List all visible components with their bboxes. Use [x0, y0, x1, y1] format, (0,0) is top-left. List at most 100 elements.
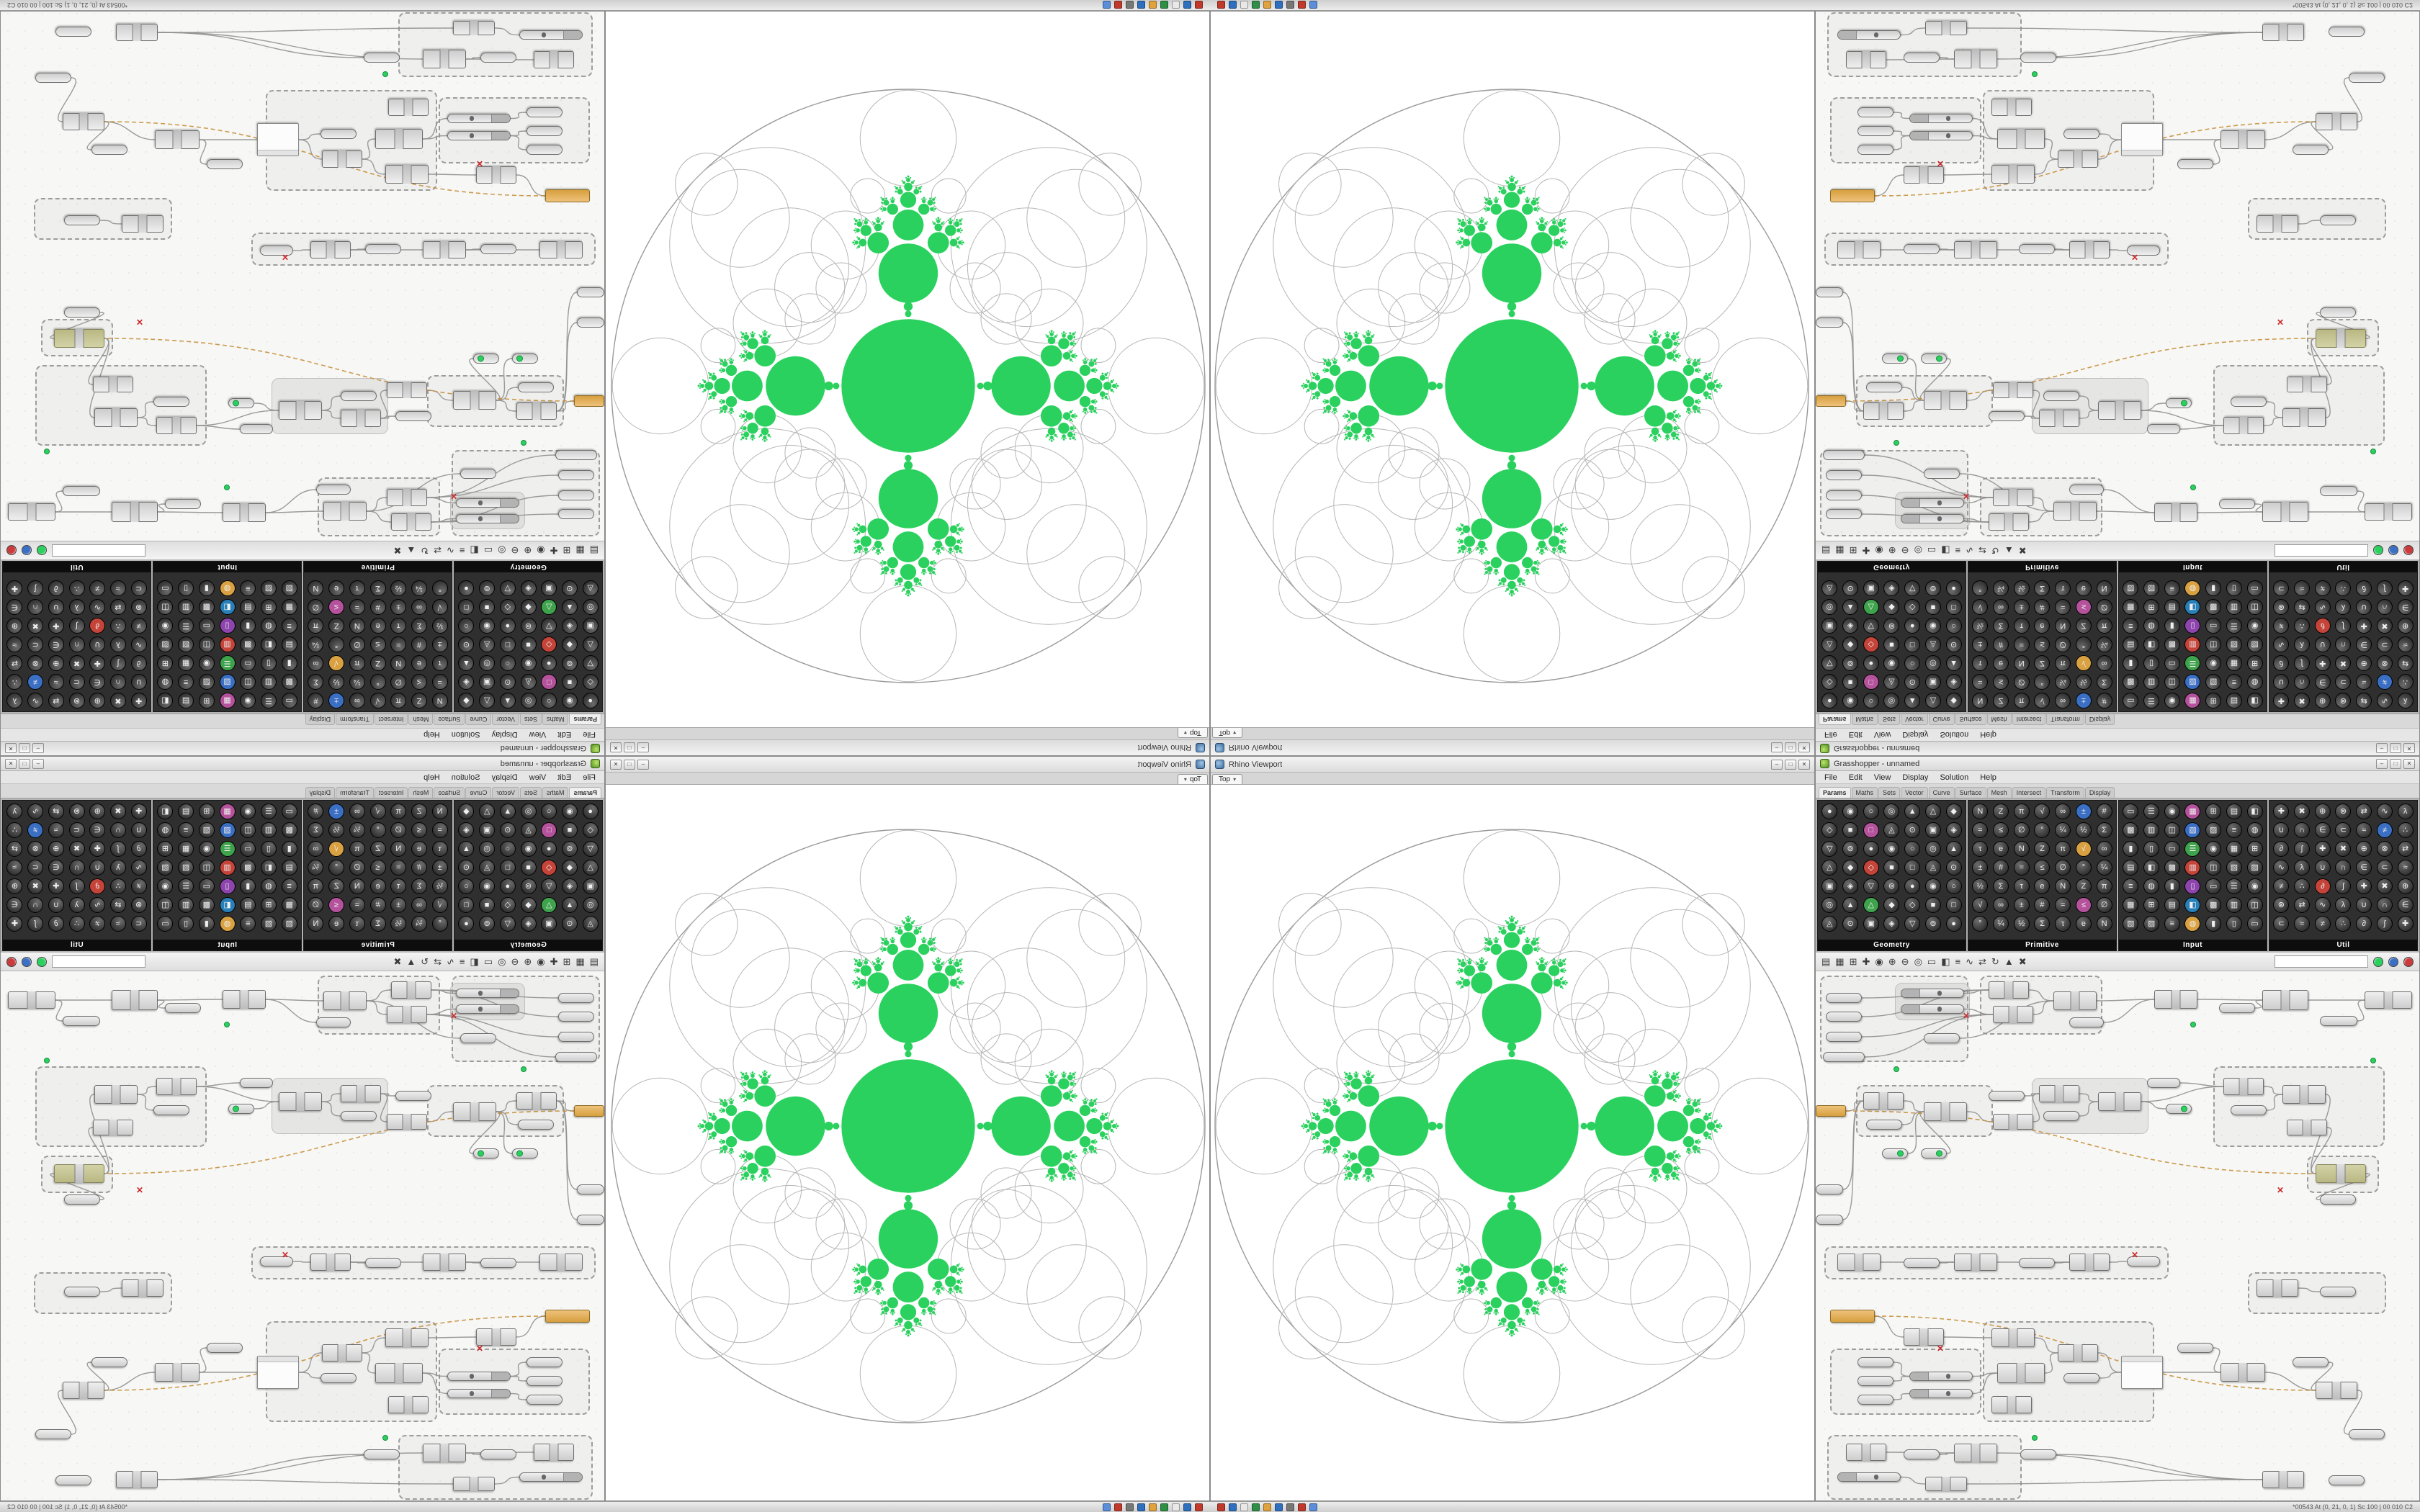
param-node[interactable] [577, 1215, 604, 1225]
component-icon[interactable]: ∞ [2055, 693, 2071, 708]
component-node[interactable] [391, 981, 431, 999]
component-icon[interactable]: ⊙ [458, 860, 475, 876]
component-icon[interactable]: ⊞ [2246, 655, 2263, 671]
component-icon[interactable]: ⊚ [1924, 916, 1941, 932]
component-icon[interactable]: ✚ [2314, 655, 2331, 671]
component-icon[interactable]: △ [479, 693, 496, 708]
taskbar-app-icon-0[interactable] [1217, 1503, 1225, 1511]
param-node[interactable] [1826, 509, 1862, 519]
tab-surface[interactable]: Surface [434, 714, 465, 725]
toolbar-icon-13[interactable]: ↻ [1991, 956, 1999, 967]
param-node[interactable] [1857, 145, 1894, 155]
component-icon[interactable]: ◎ [479, 841, 496, 857]
param-node[interactable] [2349, 73, 2385, 83]
component-icon[interactable]: ▨ [2246, 636, 2263, 652]
component-icon[interactable]: ▩ [281, 822, 297, 838]
component-node[interactable] [388, 99, 429, 116]
component-icon[interactable]: ✚ [6, 580, 23, 596]
component-icon[interactable]: ∴ [109, 618, 126, 634]
component-icon[interactable]: τ [2013, 878, 2030, 894]
component-icon[interactable]: e [369, 618, 386, 634]
component-icon[interactable]: ▭ [2123, 804, 2139, 819]
component-icon[interactable]: ∂ [130, 841, 147, 857]
component-icon[interactable]: ∞ [1993, 599, 2009, 615]
component-icon[interactable]: ≤ [328, 897, 345, 913]
component-icon[interactable]: ⊚ [561, 655, 578, 671]
component-icon[interactable]: ⊞ [2205, 804, 2222, 819]
taskbar-app-icon-7[interactable] [1114, 1, 1122, 9]
toolbar-view-button-1[interactable] [2388, 545, 2398, 556]
component-icon[interactable]: ☰ [2143, 804, 2160, 819]
component-icon[interactable]: ⊕ [89, 804, 106, 819]
component-icon[interactable]: √ [1972, 897, 1989, 913]
component-icon[interactable]: ▯ [219, 878, 236, 894]
viewport-tab-top[interactable]: Top ▾ [1212, 774, 1243, 784]
component-node[interactable] [2223, 417, 2264, 434]
component-icon[interactable]: ∩ [68, 636, 85, 652]
window-minimize-button[interactable]: – [1771, 759, 1783, 770]
component-icon[interactable]: Σ [369, 916, 386, 932]
component-node[interactable] [2069, 241, 2110, 258]
component-icon[interactable]: ° [431, 580, 448, 596]
component-icon[interactable]: ≡ [2226, 822, 2242, 838]
toolbar-icon-13[interactable]: ↻ [1991, 545, 1999, 556]
component-icon[interactable]: ≈ [2294, 580, 2311, 596]
component-icon[interactable]: ∞ [308, 655, 324, 671]
slider-node[interactable] [1909, 1389, 1973, 1398]
component-icon[interactable]: ● [1945, 916, 1962, 932]
param-node[interactable] [1866, 382, 1902, 392]
component-icon[interactable]: ½ [2075, 822, 2092, 838]
component-icon[interactable]: ≡ [281, 878, 297, 894]
component-icon[interactable]: ∿ [130, 636, 147, 652]
warning-node[interactable] [545, 189, 590, 202]
component-icon[interactable]: ▤ [2226, 804, 2242, 819]
component-icon[interactable]: ∂ [2273, 841, 2290, 857]
toolbar-icon-15[interactable]: ✖ [2018, 545, 2027, 556]
component-icon[interactable]: ≈ [48, 674, 64, 690]
component-icon[interactable]: ▥ [178, 897, 194, 913]
component-node[interactable] [1993, 1006, 2033, 1023]
component-icon[interactable]: □ [541, 674, 557, 690]
component-icon[interactable]: ½ [1972, 878, 1989, 894]
component-icon[interactable]: ≠ [89, 580, 106, 596]
component-icon[interactable]: ▤ [178, 804, 194, 819]
component-node[interactable] [388, 1396, 429, 1413]
component-icon[interactable]: ▤ [2123, 860, 2139, 876]
component-icon[interactable]: N [2055, 618, 2071, 634]
slider-node[interactable] [1909, 131, 1973, 140]
component-icon[interactable]: ∪ [89, 860, 106, 876]
toggle-dot[interactable] [478, 1150, 484, 1157]
component-icon[interactable]: ° [2034, 822, 2051, 838]
component-node[interactable] [122, 215, 163, 233]
component-icon[interactable]: ⊞ [2143, 599, 2160, 615]
panel-node[interactable] [2121, 123, 2163, 156]
menu-solution[interactable]: Solution [1940, 730, 1969, 739]
param-node[interactable] [341, 1111, 377, 1121]
canvas-search-input[interactable] [2275, 955, 2368, 968]
component-icon[interactable]: ▩ [240, 860, 256, 876]
component-icon[interactable]: ✖ [2294, 804, 2311, 819]
component-icon[interactable]: ◍ [2246, 822, 2263, 838]
component-icon[interactable]: ∅ [308, 897, 324, 913]
component-node[interactable] [93, 377, 133, 392]
param-node[interactable] [2320, 307, 2356, 318]
component-node[interactable] [323, 991, 367, 1010]
component-icon[interactable]: ◧ [157, 693, 174, 708]
toolbar-icon-8[interactable]: ▭ [483, 956, 493, 967]
param-node[interactable] [1857, 126, 1894, 136]
toolbar-icon-13[interactable]: ↻ [421, 545, 429, 556]
tab-vector[interactable]: Vector [1901, 714, 1928, 725]
component-node[interactable] [279, 401, 322, 420]
warning-node[interactable] [1816, 395, 1846, 407]
component-icon[interactable]: ▦ [178, 655, 194, 671]
slider-knob[interactable] [1945, 133, 1950, 138]
slider-node[interactable] [1901, 1004, 1964, 1014]
component-icon[interactable]: ◎ [1924, 841, 1941, 857]
component-icon[interactable]: ▲ [561, 897, 578, 913]
component-icon[interactable]: △ [582, 860, 599, 876]
component-icon[interactable]: = [431, 822, 448, 838]
window-minimize-button[interactable]: – [637, 759, 649, 770]
component-icon[interactable]: ∩ [2335, 636, 2352, 652]
param-node[interactable] [395, 411, 431, 421]
component-icon[interactable]: ∴ [2335, 580, 2352, 596]
